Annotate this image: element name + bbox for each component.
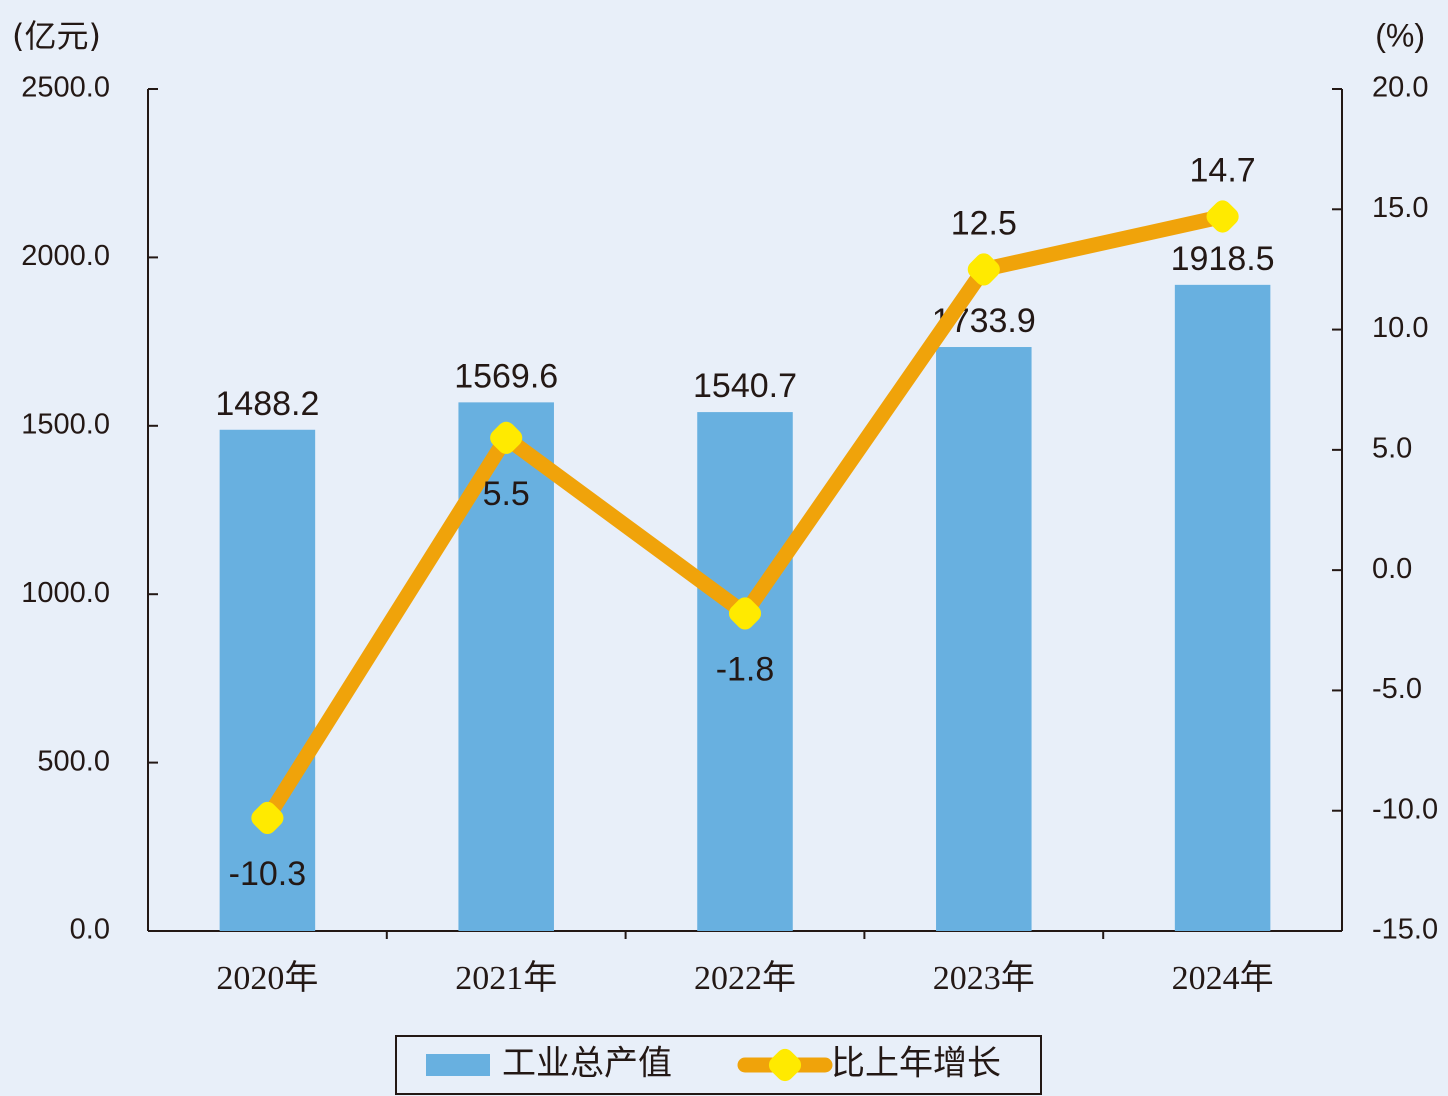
- y-tick-label: 1500.0: [21, 408, 110, 440]
- line-marker: [967, 253, 1000, 286]
- line-value-label: -10.3: [229, 855, 307, 893]
- y-tick-label: 2500.0: [21, 72, 110, 104]
- bar: [697, 412, 793, 931]
- bar-value-label: 1569.6: [454, 357, 558, 395]
- y2-tick-label: 10.0: [1372, 312, 1428, 344]
- y2-tick-label: 5.0: [1372, 433, 1412, 465]
- line-marker: [490, 421, 523, 454]
- legend-box: [395, 1035, 1042, 1095]
- line-marker: [1206, 200, 1239, 233]
- y2-axis-title: (%): [1375, 17, 1425, 53]
- bar: [1174, 284, 1271, 931]
- x-tick-label: 2022年: [694, 959, 796, 997]
- line-marker: [251, 801, 284, 835]
- x-tick-label: 2024年: [1172, 959, 1274, 997]
- y2-tick-label: -15.0: [1372, 914, 1438, 946]
- y-tick-label: 1000.0: [21, 577, 110, 609]
- x-tick-label: 2020年: [216, 959, 318, 997]
- y-tick-label: 500.0: [37, 745, 110, 777]
- line-value-label: 12.5: [951, 204, 1017, 242]
- bar-value-label: 1540.7: [693, 367, 797, 405]
- y2-tick-label: 20.0: [1372, 72, 1428, 104]
- x-tick-label: 2021年: [455, 959, 557, 997]
- legend-marker: [768, 1048, 802, 1082]
- line-value-label: 5.5: [483, 475, 530, 513]
- bar-value-label: 1488.2: [215, 385, 319, 423]
- line-marker: [728, 597, 762, 630]
- y2-tick-label: -10.0: [1372, 793, 1438, 825]
- y-tick-label: 0.0: [70, 914, 110, 946]
- bar: [936, 347, 1032, 932]
- y2-tick-label: 15.0: [1372, 192, 1428, 224]
- legend-label: 工业总产值: [502, 1044, 672, 1084]
- bar-value-label: 1918.5: [1171, 240, 1275, 278]
- line-value-label: -1.8: [716, 650, 775, 688]
- legend-swatch: [426, 1054, 490, 1076]
- legend-label: 比上年增长: [831, 1044, 1001, 1084]
- y2-tick-label: -5.0: [1372, 673, 1422, 705]
- y-axis-title: (亿元): [12, 17, 101, 55]
- x-tick-label: 2023年: [933, 959, 1035, 997]
- line-value-label: 14.7: [1190, 151, 1256, 189]
- y-tick-label: 2000.0: [21, 240, 110, 272]
- y2-tick-label: 0.0: [1372, 553, 1412, 585]
- bar: [219, 429, 316, 931]
